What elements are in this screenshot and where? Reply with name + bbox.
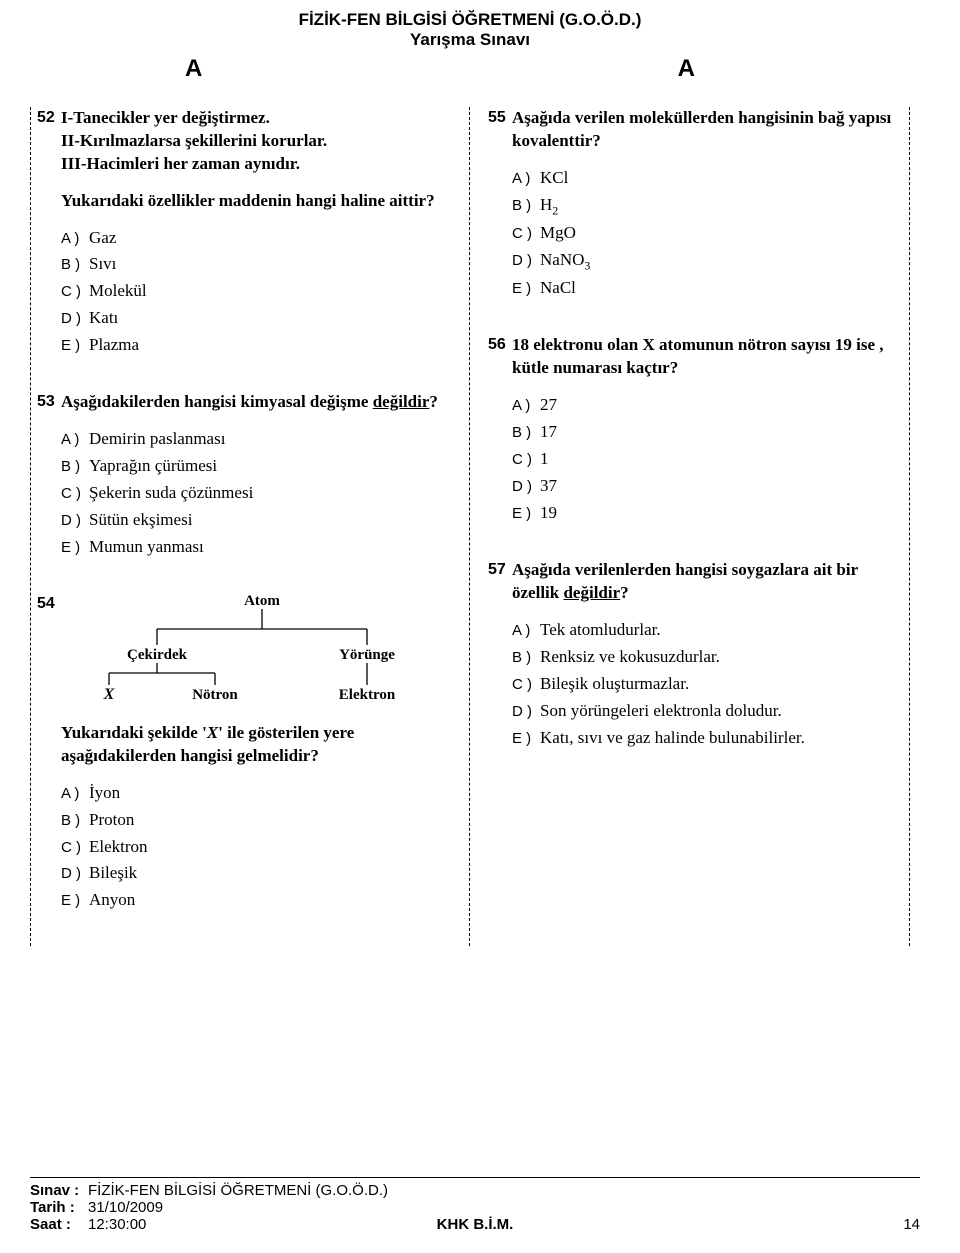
- q57-number: 57: [488, 559, 512, 754]
- q56-opt-c[interactable]: C )1: [512, 448, 903, 471]
- footer-tarih-label: Tarih :: [30, 1199, 88, 1216]
- question-53: 53 Aşağıdakilerden hangisi kimyasal deği…: [37, 391, 463, 563]
- q55-prompt: Aşağıda verilen moleküllerden hangisinin…: [512, 108, 891, 150]
- q56-stem: 18 elektronu olan X atomunun nötron sayı…: [512, 334, 903, 380]
- q56-opt-e[interactable]: E )19: [512, 502, 903, 525]
- left-column: 52 I-Tanecikler yer değiştirmez. II-Kırı…: [30, 107, 470, 947]
- q53-prompt-pre: Aşağıdakilerden hangisi kimyasal değişme: [61, 392, 373, 411]
- diagram-lr: Nötron: [192, 687, 238, 703]
- header-title-1: FİZİK-FEN BİLGİSİ ÖĞRETMENİ (G.O.Ö.D.): [30, 10, 910, 30]
- exam-header: FİZİK-FEN BİLGİSİ ÖĞRETMENİ (G.O.Ö.D.) Y…: [30, 10, 910, 51]
- q52-opt-a[interactable]: A )Gaz: [61, 227, 463, 250]
- q57-opt-c[interactable]: C )Bileşik oluşturmazlar.: [512, 673, 903, 696]
- q55-options: A )KCl B )H2 C )MgO D )NaNO3 E )NaCl: [512, 167, 903, 301]
- q55-opt-a[interactable]: A )KCl: [512, 167, 903, 190]
- q55-opt-c[interactable]: C )MgO: [512, 222, 903, 245]
- q56-opt-a[interactable]: A )27: [512, 394, 903, 417]
- footer-sinav: Sınav : FİZİK-FEN BİLGİSİ ÖĞRETMENİ (G.O…: [30, 1182, 920, 1199]
- diagram-ll: X: [103, 686, 115, 703]
- q54-opt-c[interactable]: C )Elektron: [61, 836, 463, 859]
- footer-rule: [30, 1177, 920, 1178]
- q52-options: A )Gaz B )Sıvı C )Molekül D )Katı E )Pla…: [61, 227, 463, 358]
- q56-number: 56: [488, 334, 512, 529]
- q54-prompt-pre: Yukarıdaki şekilde ': [61, 723, 207, 742]
- header-title-2: Yarışma Sınavı: [30, 30, 910, 50]
- footer-center: KHK B.İ.M.: [437, 1216, 514, 1233]
- diagram-rr: Elektron: [339, 687, 396, 703]
- question-54: 54 Atom Çekirdek Yörünge: [37, 593, 463, 917]
- q52-line1: I-Tanecikler yer değiştirmez.: [61, 108, 270, 127]
- col-a-left: A: [185, 55, 202, 83]
- q55-opt-d[interactable]: D )NaNO3: [512, 249, 903, 273]
- q54-number: 54: [37, 593, 61, 917]
- diagram-right: Yörünge: [339, 647, 395, 663]
- q52-line3: III-Hacimleri her zaman aynıdır.: [61, 154, 300, 173]
- q54-stem: Yukarıdaki şekilde 'X' ile gösterilen ye…: [61, 722, 463, 768]
- q52-opt-c[interactable]: C )Molekül: [61, 280, 463, 303]
- q53-number: 53: [37, 391, 61, 563]
- q57-opt-e[interactable]: E )Katı, sıvı ve gaz halinde bulunabilir…: [512, 727, 903, 750]
- q54-opt-d[interactable]: D )Bileşik: [61, 862, 463, 885]
- q54-prompt-var: X: [207, 723, 218, 742]
- footer-tarih-val: 31/10/2009: [88, 1199, 163, 1216]
- q52-prompt: Yukarıdaki özellikler maddenin hangi hal…: [61, 191, 435, 210]
- q53-opt-b[interactable]: B )Yaprağın çürümesi: [61, 455, 463, 478]
- q56-prompt: 18 elektronu olan X atomunun nötron sayı…: [512, 335, 884, 377]
- q53-opt-c[interactable]: C )Şekerin suda çözünmesi: [61, 482, 463, 505]
- q54-opt-a[interactable]: A )İyon: [61, 782, 463, 805]
- q57-prompt-ul: değildir: [563, 583, 620, 602]
- q55-number: 55: [488, 107, 512, 305]
- q53-stem: Aşağıdakilerden hangisi kimyasal değişme…: [61, 391, 463, 414]
- q53-options: A )Demirin paslanması B )Yaprağın çürüme…: [61, 428, 463, 559]
- q54-opt-e[interactable]: E )Anyon: [61, 889, 463, 912]
- diagram-root: Atom: [244, 593, 280, 609]
- q56-opt-d[interactable]: D )37: [512, 475, 903, 498]
- question-55: 55 Aşağıda verilen moleküllerden hangisi…: [488, 107, 903, 305]
- atom-tree-icon: Atom Çekirdek Yörünge X: [97, 593, 427, 703]
- q55-stem: Aşağıda verilen moleküllerden hangisinin…: [512, 107, 903, 153]
- q53-opt-a[interactable]: A )Demirin paslanması: [61, 428, 463, 451]
- q53-opt-d[interactable]: D )Sütün ekşimesi: [61, 509, 463, 532]
- question-57: 57 Aşağıda verilenlerden hangisi soygazl…: [488, 559, 903, 754]
- q54-diagram: Atom Çekirdek Yörünge X: [97, 593, 427, 710]
- q56-opt-b[interactable]: B )17: [512, 421, 903, 444]
- q52-line2: II-Kırılmazlarsa şekillerini korurlar.: [61, 131, 327, 150]
- footer-sinav-label: Sınav :: [30, 1182, 88, 1199]
- col-a-right: A: [678, 55, 695, 83]
- page-footer: Sınav : FİZİK-FEN BİLGİSİ ÖĞRETMENİ (G.O…: [30, 1177, 920, 1233]
- footer-saat-label: Saat :: [30, 1216, 88, 1233]
- q52-opt-b[interactable]: B )Sıvı: [61, 253, 463, 276]
- footer-sinav-val: FİZİK-FEN BİLGİSİ ÖĞRETMENİ (G.O.Ö.D.): [88, 1182, 388, 1199]
- footer-bottom: Saat : 12:30:00 KHK B.İ.M. 14: [30, 1216, 920, 1233]
- q57-opt-b[interactable]: B )Renksiz ve kokusuzdurlar.: [512, 646, 903, 669]
- question-56: 56 18 elektronu olan X atomunun nötron s…: [488, 334, 903, 529]
- q53-prompt-post: ?: [429, 392, 438, 411]
- footer-page-number: 14: [903, 1216, 920, 1233]
- q55-opt-b[interactable]: B )H2: [512, 194, 903, 218]
- q53-opt-e[interactable]: E )Mumun yanması: [61, 536, 463, 559]
- q52-opt-e[interactable]: E )Plazma: [61, 334, 463, 357]
- diagram-left: Çekirdek: [127, 647, 188, 663]
- q52-opt-d[interactable]: D )Katı: [61, 307, 463, 330]
- q53-prompt-ul: değildir: [373, 392, 430, 411]
- q54-opt-b[interactable]: B )Proton: [61, 809, 463, 832]
- q52-stem: I-Tanecikler yer değiştirmez. II-Kırılma…: [61, 107, 463, 213]
- q57-prompt-post: ?: [620, 583, 629, 602]
- column-letters: A A: [30, 53, 910, 85]
- q56-options: A )27 B )17 C )1 D )37 E )19: [512, 394, 903, 525]
- q57-options: A )Tek atomludurlar. B )Renksiz ve kokus…: [512, 619, 903, 750]
- q57-opt-a[interactable]: A )Tek atomludurlar.: [512, 619, 903, 642]
- footer-saat-val: 12:30:00: [88, 1216, 146, 1233]
- footer-tarih: Tarih : 31/10/2009: [30, 1199, 920, 1216]
- q52-number: 52: [37, 107, 61, 361]
- q54-options: A )İyon B )Proton C )Elektron D )Bileşik…: [61, 782, 463, 913]
- q55-opt-e[interactable]: E )NaCl: [512, 277, 903, 300]
- question-52: 52 I-Tanecikler yer değiştirmez. II-Kırı…: [37, 107, 463, 361]
- right-column: 55 Aşağıda verilen moleküllerden hangisi…: [470, 107, 910, 947]
- q57-stem: Aşağıda verilenlerden hangisi soygazlara…: [512, 559, 903, 605]
- q57-opt-d[interactable]: D )Son yörüngeleri elektronla doludur.: [512, 700, 903, 723]
